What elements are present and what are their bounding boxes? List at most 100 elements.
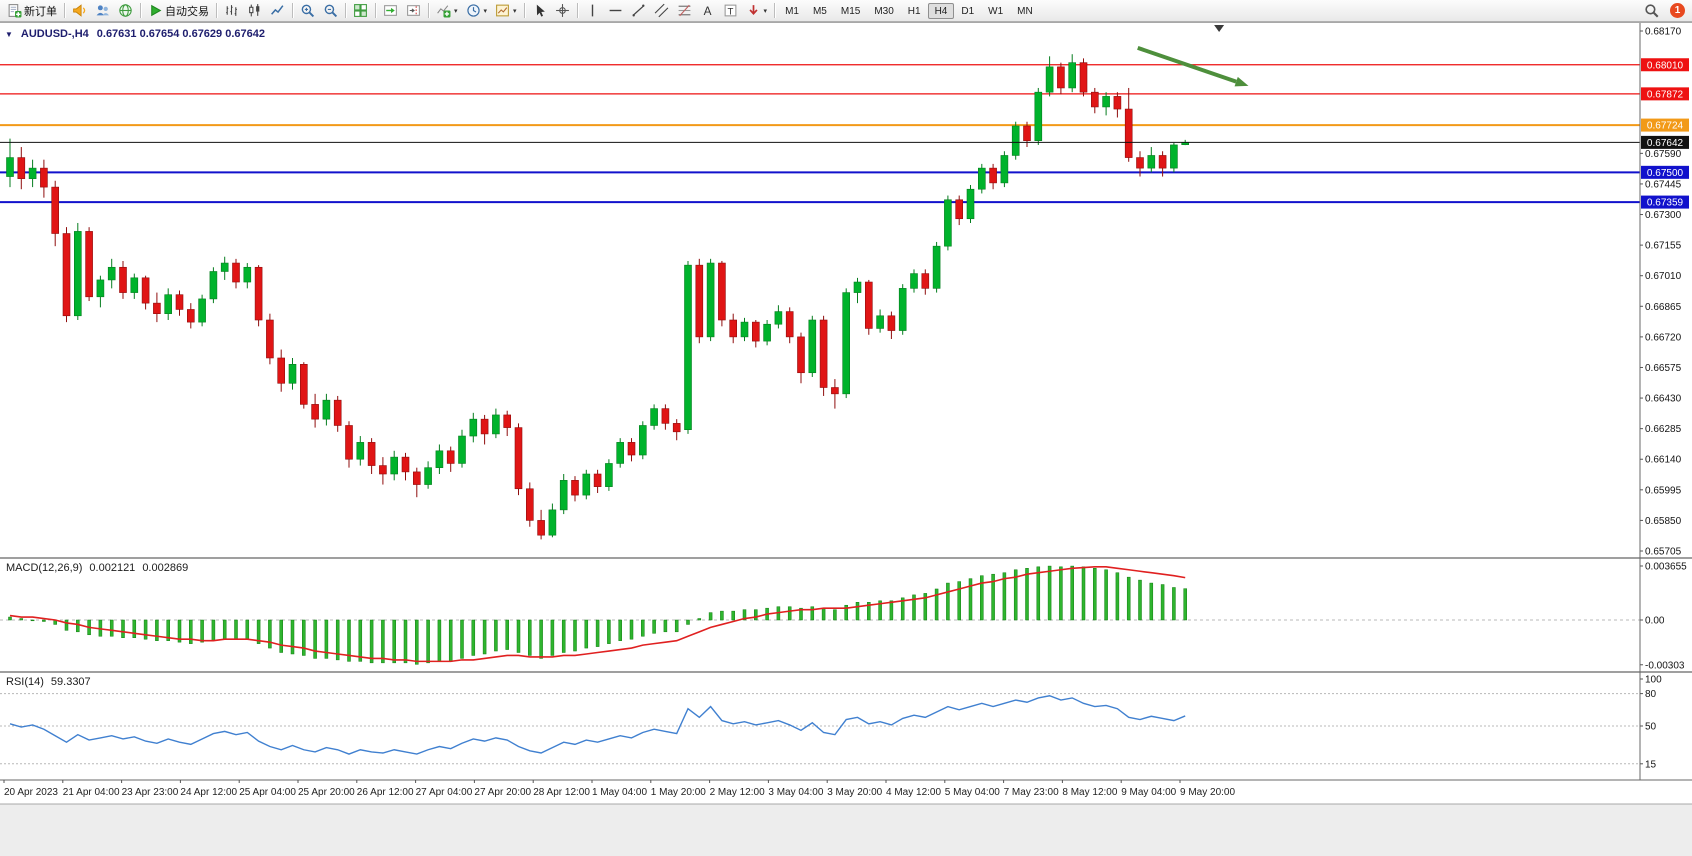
time-axis[interactable]: 20 Apr 2023 21 Apr 04:00 23 Apr 23:00 24 Ap…	[3, 780, 1235, 798]
vertical-line-button[interactable]	[581, 0, 604, 22]
community-button[interactable]	[91, 0, 114, 22]
time-axis-label: 27 Apr 20:00	[474, 787, 531, 798]
chevron-down-icon[interactable]: ▼	[5, 29, 13, 39]
timeframe-h1-button[interactable]: H1	[907, 5, 921, 17]
horizontal-line-button[interactable]	[604, 0, 627, 22]
timeframe-w1-button[interactable]: W1	[988, 5, 1004, 17]
equidistant-channel-button[interactable]	[650, 0, 673, 22]
fibonacci-button[interactable]	[673, 0, 696, 22]
alerts-button[interactable]	[68, 0, 91, 22]
zoom-in-button[interactable]	[296, 0, 319, 22]
indicators-button[interactable]: ▾	[432, 0, 462, 22]
notification-badge[interactable]: 1	[1670, 3, 1685, 18]
cursor-button[interactable]	[528, 0, 551, 22]
candle	[887, 311, 896, 339]
price-tick-label: 0.65995	[1645, 485, 1682, 496]
rsi-axis-label: 15	[1645, 759, 1657, 770]
price-axis[interactable]: 0.68170 0.67590 0.67445 0.67300 0.67155 0.670…	[1640, 27, 1689, 558]
candle	[1034, 87, 1043, 145]
candle	[1068, 54, 1076, 93]
time-axis-label: 3 May 04:00	[768, 787, 823, 798]
arrow-annotation[interactable]	[1137, 45, 1249, 87]
chart-shift-button[interactable]	[402, 0, 425, 22]
candle	[1000, 151, 1009, 188]
macd-axis[interactable]: 0.003655 0.00 -0.00303	[1640, 562, 1687, 672]
price-tick-label: 0.65850	[1645, 516, 1682, 527]
timeframe-mn-button[interactable]: MN	[1017, 5, 1033, 17]
new-order-button[interactable]: 新订单	[3, 0, 61, 22]
periods-button[interactable]: ▾	[462, 0, 492, 22]
linechart-icon	[271, 5, 284, 15]
autotrading-button[interactable]: 自动交易	[144, 0, 213, 22]
toolbar-separator	[345, 3, 346, 18]
search-button[interactable]	[1640, 0, 1663, 22]
rsi-axis[interactable]: 100 80 50 15	[1640, 675, 1662, 771]
candle	[842, 288, 851, 399]
toolbar-separator	[576, 3, 578, 18]
auto-scroll-button[interactable]	[379, 0, 402, 22]
candle	[446, 446, 455, 472]
candle	[616, 438, 625, 468]
candle	[571, 476, 579, 502]
tile-icon	[354, 4, 367, 17]
autoscroll-icon	[384, 5, 397, 16]
svg-text:0.67359: 0.67359	[1647, 198, 1684, 209]
candle	[819, 315, 828, 396]
candle	[164, 288, 172, 321]
candle	[638, 421, 647, 460]
candle	[1091, 87, 1099, 114]
candle	[864, 279, 873, 335]
timeframe-m1-button[interactable]: M1	[785, 5, 799, 17]
text-button[interactable]: A	[696, 0, 719, 22]
trendline-button[interactable]	[627, 0, 650, 22]
timeframe-m30-button[interactable]: M30	[874, 5, 894, 17]
line-chart-button[interactable]	[266, 0, 289, 22]
candle	[96, 275, 105, 308]
candle	[1102, 92, 1110, 116]
market-button[interactable]	[114, 0, 137, 22]
price-tick-label: 0.66285	[1645, 424, 1682, 435]
time-axis-label: 28 Apr 12:00	[533, 787, 590, 798]
chart-shift-marker[interactable]	[1214, 25, 1225, 32]
candle	[977, 163, 986, 194]
candle	[243, 263, 252, 289]
rsi-axis-label: 80	[1645, 689, 1657, 700]
price-tick-label: 0.66430	[1645, 394, 1682, 405]
svg-text:0.68010: 0.68010	[1647, 60, 1684, 71]
hline-icon	[609, 9, 621, 12]
svg-text:0.67500: 0.67500	[1647, 168, 1684, 179]
price-tick-label: 0.67590	[1645, 149, 1682, 160]
candle	[1124, 87, 1133, 162]
crosshair-button[interactable]	[551, 0, 574, 22]
candlestick-chart-button[interactable]	[243, 0, 266, 22]
candle	[130, 273, 139, 299]
tile-windows-button[interactable]	[349, 0, 372, 22]
candle	[661, 404, 670, 430]
timeframe-m5-button[interactable]: M5	[812, 5, 827, 17]
svg-text:0.67872: 0.67872	[1647, 89, 1684, 100]
price-tick-label: 0.66575	[1645, 363, 1682, 374]
zoom-out-icon	[324, 4, 338, 18]
candle	[220, 256, 229, 280]
zoom-out-button[interactable]	[319, 0, 342, 22]
timeframe-d1-button[interactable]: D1	[961, 5, 975, 17]
arrows-button[interactable]: ▾	[742, 0, 772, 22]
candle	[955, 195, 964, 226]
current-price-badge: 0.67642	[1641, 135, 1689, 149]
toolbar-separator	[140, 3, 141, 18]
timeframe-h4-button[interactable]: H4	[927, 2, 955, 19]
candle	[74, 222, 82, 321]
textA-icon: A	[703, 5, 711, 18]
macd-axis-label: -0.00303	[1645, 660, 1685, 671]
candle	[808, 315, 817, 377]
bar-chart-button[interactable]	[220, 0, 243, 22]
symbol-period-label: AUDUSD-,H4	[20, 28, 89, 40]
timeframe-m15-button[interactable]: M15	[840, 5, 861, 17]
templates-button[interactable]: ▾	[491, 0, 521, 22]
text-label-button[interactable]: T	[719, 0, 742, 22]
toolbar-separator	[216, 3, 217, 18]
candle	[379, 457, 387, 485]
macd-axis-label: 0.003655	[1645, 562, 1687, 573]
candle	[62, 227, 71, 323]
